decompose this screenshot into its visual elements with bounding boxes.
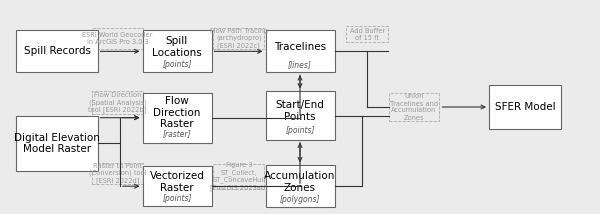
Text: [points]: [points] — [162, 60, 192, 69]
FancyBboxPatch shape — [143, 166, 212, 206]
Text: Spill
Locations: Spill Locations — [152, 36, 202, 58]
Text: Flow Path Tracing
(archydropro)
[ESRI 2022c]: Flow Path Tracing (archydropro) [ESRI 20… — [210, 28, 268, 49]
Text: [polygons]: [polygons] — [280, 195, 320, 204]
Text: Spill Records: Spill Records — [23, 46, 91, 56]
Text: ESRI World Geocoder
in ArcGIS Pro 3.0.3: ESRI World Geocoder in ArcGIS Pro 3.0.3 — [82, 32, 153, 45]
Text: Union
Tracelines and
Accumulation
Zones: Union Tracelines and Accumulation Zones — [390, 94, 438, 120]
Text: Add Buffer
of 15 ft: Add Buffer of 15 ft — [350, 28, 385, 41]
FancyBboxPatch shape — [143, 92, 212, 143]
Text: SFER Model: SFER Model — [494, 102, 556, 112]
Text: Accumulation
Zones: Accumulation Zones — [265, 171, 335, 193]
FancyBboxPatch shape — [265, 92, 335, 140]
Text: [points]: [points] — [285, 126, 315, 135]
FancyBboxPatch shape — [16, 31, 97, 72]
Text: Figure 3
ST_Collect,
ST_ConcaveHull
[PostGIS 2023ab]: Figure 3 ST_Collect, ST_ConcaveHull [Pos… — [210, 162, 268, 191]
Text: Start/End
Points: Start/End Points — [275, 100, 325, 122]
Text: [lines]: [lines] — [288, 60, 312, 69]
Text: [raster]: [raster] — [163, 129, 191, 138]
Text: [points]: [points] — [162, 194, 192, 203]
FancyBboxPatch shape — [265, 165, 335, 207]
FancyBboxPatch shape — [143, 31, 212, 72]
Text: Flow Direction
(Spatial Analysis)
tool [ESRI 2022b]: Flow Direction (Spatial Analysis) tool [… — [88, 92, 147, 113]
FancyBboxPatch shape — [489, 85, 561, 129]
Text: Flow
Direction
Raster: Flow Direction Raster — [154, 96, 200, 129]
Text: Vectorized
Raster: Vectorized Raster — [149, 171, 205, 193]
Text: Digital Elevation
Model Raster: Digital Elevation Model Raster — [14, 133, 100, 154]
FancyBboxPatch shape — [265, 31, 335, 72]
Text: Raster to Point
(Conversion) tool
[ESRI 2022d]: Raster to Point (Conversion) tool [ESRI … — [89, 163, 146, 184]
Text: Tracelines: Tracelines — [274, 42, 326, 52]
FancyBboxPatch shape — [16, 116, 97, 171]
